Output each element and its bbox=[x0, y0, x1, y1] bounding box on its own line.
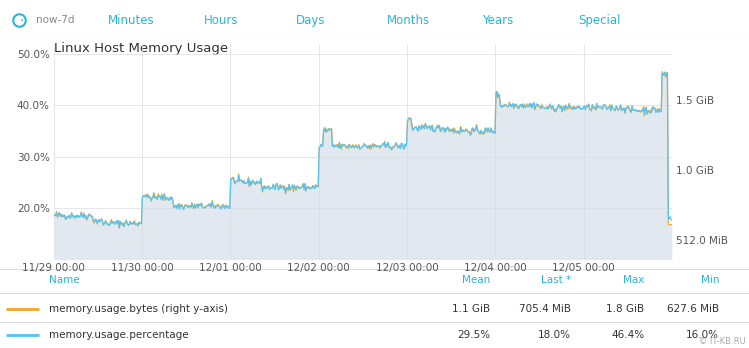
Text: 16.0%: 16.0% bbox=[686, 330, 719, 340]
Text: now-7d: now-7d bbox=[36, 15, 74, 25]
Text: Max: Max bbox=[622, 275, 644, 285]
Text: Name: Name bbox=[49, 275, 79, 285]
Text: 1.1 GiB: 1.1 GiB bbox=[452, 304, 491, 314]
Text: Years: Years bbox=[482, 14, 514, 26]
Text: memory.usage.bytes (right y-axis): memory.usage.bytes (right y-axis) bbox=[49, 304, 228, 314]
Text: Months: Months bbox=[386, 14, 430, 26]
Text: 627.6 MiB: 627.6 MiB bbox=[667, 304, 719, 314]
Text: Min: Min bbox=[700, 275, 719, 285]
Text: 705.4 MiB: 705.4 MiB bbox=[519, 304, 571, 314]
Text: 46.4%: 46.4% bbox=[611, 330, 644, 340]
Text: Linux Host Memory Usage: Linux Host Memory Usage bbox=[54, 42, 228, 55]
Text: Special: Special bbox=[578, 14, 620, 26]
Text: Last *: Last * bbox=[541, 275, 571, 285]
Text: memory.usage.percentage: memory.usage.percentage bbox=[49, 330, 188, 340]
Text: 29.5%: 29.5% bbox=[458, 330, 491, 340]
Text: Hours: Hours bbox=[204, 14, 238, 26]
Text: 1.8 GiB: 1.8 GiB bbox=[606, 304, 644, 314]
Text: Days: Days bbox=[296, 14, 326, 26]
Text: Mean: Mean bbox=[462, 275, 491, 285]
Text: © IT-KB.RU: © IT-KB.RU bbox=[699, 337, 745, 346]
Text: 18.0%: 18.0% bbox=[538, 330, 571, 340]
Text: Minutes: Minutes bbox=[108, 14, 154, 26]
